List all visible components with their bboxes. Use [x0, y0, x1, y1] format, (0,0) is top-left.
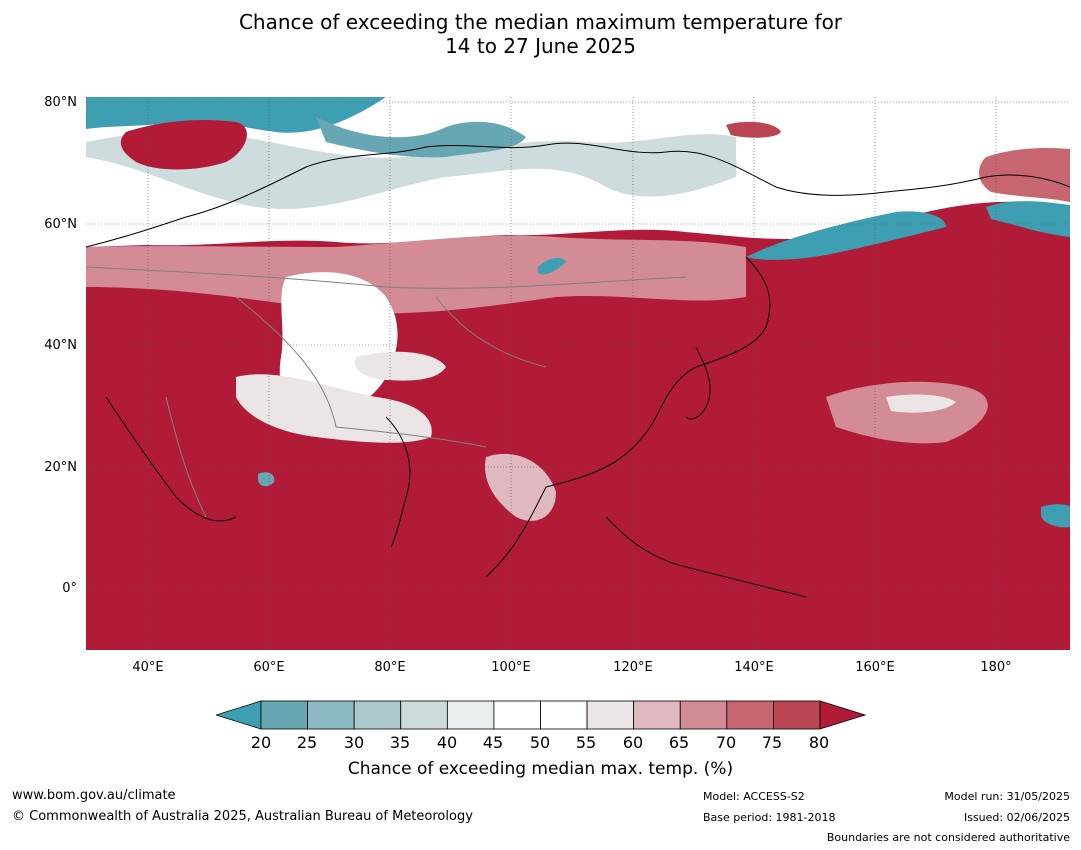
- lon-label-140e: 140°E: [734, 660, 774, 675]
- tibet-white-region: [354, 351, 446, 381]
- colorbar-bin-7: [586, 700, 635, 730]
- forecast-map: [86, 97, 1070, 650]
- colorbar-tick-60: 60: [622, 733, 644, 752]
- lat-label-20n: 20°N: [44, 460, 77, 475]
- model-run-text: Model run: 31/05/2025: [944, 790, 1070, 803]
- central-asia-grey-region: [236, 374, 432, 443]
- colorbar-label: Chance of exceeding median max. temp. (%…: [347, 759, 734, 779]
- baikal-teal-spot: [538, 257, 566, 275]
- colorbar-tick-25: 25: [296, 733, 318, 752]
- pacific-teal-spot: [1041, 504, 1070, 528]
- central-asia-white-region: [279, 272, 398, 417]
- lon-label-160e: 160°E: [855, 660, 895, 675]
- northwest-red-patch: [120, 120, 247, 170]
- arabia-teal-spot: [258, 472, 275, 487]
- colorbar-bin-11: [773, 700, 821, 730]
- colorbar-ticks: 20 25 30 35 40 45 50 55 60 65 70 75 80: [0, 733, 1081, 753]
- title-line-1: Chance of exceeding the median maximum t…: [238, 10, 843, 34]
- coastlines: [86, 142, 1070, 598]
- base-period-text: Base period: 1981-2018: [703, 811, 836, 824]
- colorbar-bin-6: [540, 700, 588, 730]
- pacific-grey-band: [886, 394, 956, 413]
- lon-label-80e: 80°E: [374, 660, 406, 675]
- colorbar-extend-high: [819, 700, 866, 730]
- colorbar-bin-0: [260, 700, 308, 730]
- arctic-teal-region-fareast: [986, 201, 1070, 237]
- issued-text: Issued: 02/06/2025: [963, 811, 1070, 824]
- lon-label-40e: 40°E: [132, 660, 164, 675]
- colorbar-bin-1: [307, 700, 355, 730]
- colorbar-tick-20: 20: [250, 733, 272, 752]
- colorbar-bin-10: [726, 700, 774, 730]
- colorbar-bin-5: [493, 700, 541, 730]
- colorbar: [216, 700, 866, 730]
- lat-label-40n: 40°N: [44, 338, 77, 353]
- lat-label-80n: 80°N: [44, 95, 77, 110]
- colorbar-tick-35: 35: [389, 733, 411, 752]
- colorbar-bin-8: [633, 700, 681, 730]
- colorbar-tick-40: 40: [436, 733, 458, 752]
- website-link[interactable]: www.bom.gov.au/climate: [12, 788, 176, 803]
- model-text: Model: ACCESS-S2: [703, 790, 805, 803]
- graticule: [86, 97, 1070, 650]
- disclaimer-text: Boundaries are not considered authoritat…: [826, 831, 1070, 844]
- colorbar-tick-70: 70: [715, 733, 737, 752]
- colorbar-tick-45: 45: [482, 733, 504, 752]
- midlat-pink-band: [86, 235, 746, 314]
- colorbar-tick-50: 50: [529, 733, 551, 752]
- lon-label-100e: 100°E: [491, 660, 531, 675]
- title-line-2: 14 to 27 June 2025: [445, 34, 636, 58]
- colorbar-bin-2: [353, 700, 402, 730]
- map-title: Chance of exceeding the median maximum t…: [0, 10, 1081, 58]
- lat-label-0: 0°: [62, 581, 77, 596]
- colorbar-bin-4: [446, 700, 495, 730]
- copyright-text: © Commonwealth of Australia 2025, Austra…: [12, 809, 473, 824]
- colorbar-bins: [260, 700, 821, 730]
- colorbar-bin-9: [679, 700, 728, 730]
- lon-label-180: 180°: [980, 660, 1012, 675]
- colorbar-bin-3: [400, 700, 448, 730]
- southeast-asia-light-region: [485, 453, 556, 521]
- colorbar-tick-65: 65: [668, 733, 690, 752]
- colorbar-tick-30: 30: [343, 733, 365, 752]
- country-borders: [86, 266, 687, 518]
- northeast-red-patch: [979, 147, 1070, 202]
- colorbar-tick-80: 80: [808, 733, 830, 752]
- colorbar-extend-low: [216, 700, 262, 730]
- arctic-teal-region-east: [746, 211, 946, 260]
- colorbar-tick-55: 55: [575, 733, 597, 752]
- arctic-lightgrey-region: [86, 130, 736, 210]
- lat-label-60n: 60°N: [44, 217, 77, 232]
- lon-label-120e: 120°E: [613, 660, 653, 675]
- colorbar-tick-75: 75: [761, 733, 783, 752]
- lon-label-60e: 60°E: [253, 660, 285, 675]
- arctic-red-small: [726, 121, 781, 138]
- arctic-teal-region-mid: [316, 117, 526, 158]
